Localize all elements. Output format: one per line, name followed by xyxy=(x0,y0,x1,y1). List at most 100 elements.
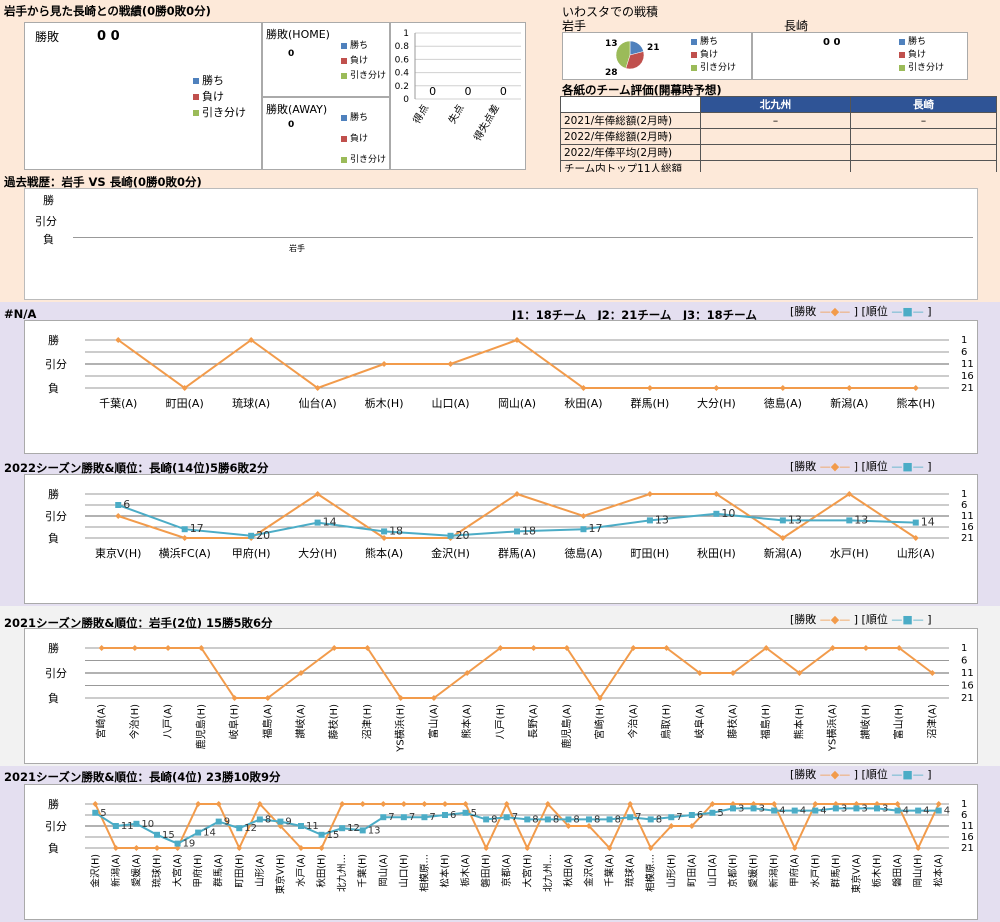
rank-data-label: 14 xyxy=(323,516,337,529)
result-point xyxy=(98,645,105,651)
chart1-legend: [勝敗 —◆— ] [順位 —■— ] xyxy=(790,303,932,319)
result-point xyxy=(514,337,520,343)
result-point xyxy=(779,385,786,391)
rank-point xyxy=(92,809,99,816)
x-category-label: 宮崎(H) xyxy=(593,704,606,739)
rank-point xyxy=(894,807,901,814)
rank-data-label: 4 xyxy=(820,806,826,817)
result-point xyxy=(483,845,490,851)
result-point xyxy=(912,385,919,391)
x-category-label: 山形(A) xyxy=(254,854,266,887)
rank-data-label: 4 xyxy=(903,806,909,817)
rank-tick-label: 1 xyxy=(961,335,967,346)
evaluation-title: 各紙のチーム評価(開幕時予想) xyxy=(562,83,722,97)
result-point xyxy=(563,645,570,651)
result-point xyxy=(779,535,786,541)
chart1-title: #N/A xyxy=(4,307,37,321)
rank-data-label: 9 xyxy=(224,817,230,828)
rank-point xyxy=(779,517,786,524)
x-category-label: 徳島(A) xyxy=(764,396,802,410)
rank-tick-label: 21 xyxy=(961,533,974,544)
x-category-label: 町田(H) xyxy=(630,547,669,560)
record-value: 0 0 xyxy=(97,29,120,44)
rank-data-label: 18 xyxy=(389,524,403,537)
result-point xyxy=(181,535,188,541)
y-label-win: 勝 xyxy=(48,641,59,655)
away-legend: 勝ち 負け 引き分け xyxy=(341,108,386,171)
x-category-label: 群馬(H) xyxy=(630,396,669,410)
rank-point xyxy=(115,502,122,508)
rank-data-label: 6 xyxy=(123,498,130,511)
result-point xyxy=(935,801,942,807)
legend-win: 勝ち xyxy=(202,74,224,87)
chart2-legend: [勝敗 —◆— ] [順位 —■— ] xyxy=(790,458,932,474)
rank-data-label: 13 xyxy=(788,513,802,526)
x-category-label: 京都(H) xyxy=(727,854,739,888)
rank-point xyxy=(832,805,839,812)
rank-tick-label: 16 xyxy=(961,371,974,382)
pie-label: 28 xyxy=(605,68,618,78)
result-point xyxy=(215,801,222,807)
x-category-label: 水戸(A) xyxy=(295,854,307,887)
rank-tick-label: 1 xyxy=(961,489,967,500)
rank-point xyxy=(483,816,490,823)
cell-b xyxy=(850,128,997,145)
result-point xyxy=(198,645,205,651)
x-category-label: YS横浜(A) xyxy=(826,704,839,752)
result-point xyxy=(442,801,448,807)
result-point xyxy=(181,385,188,391)
x-category-label: 讃岐(H) xyxy=(859,704,872,739)
x-category-label: 山形(A) xyxy=(897,547,935,560)
result-point xyxy=(580,385,587,391)
legend-win: 勝ち xyxy=(700,37,719,47)
iwasta-team-b: 長崎 xyxy=(784,19,809,33)
x-category-label: 徳島(A) xyxy=(564,546,602,560)
result-point xyxy=(236,845,243,851)
rank-data-label: 20 xyxy=(256,529,270,542)
x-category-label: 新潟(A) xyxy=(110,854,122,887)
cell-a: – xyxy=(700,112,851,129)
x-category-label: 栃木(A) xyxy=(460,854,472,887)
rank-legend-label: ] [順位 xyxy=(853,613,888,626)
history-y-draw: 引分 xyxy=(35,215,57,228)
evaluation-corner xyxy=(560,96,701,113)
y-label-lose: 負 xyxy=(48,382,59,395)
draw-swatch xyxy=(341,72,347,79)
score-y-tick: 0 xyxy=(403,95,409,105)
rank-point xyxy=(627,814,634,821)
x-category-label: 東京V(A) xyxy=(850,854,862,893)
iwasta-b-panel: 0 0 勝ち 負け 引き分け xyxy=(752,32,968,80)
x-category-label: 福島(A) xyxy=(261,704,274,739)
result-point xyxy=(318,845,325,851)
rank-point xyxy=(580,526,587,533)
rank-tick-label: 21 xyxy=(961,693,974,704)
rank-line xyxy=(94,807,939,845)
history-y-lose: 負 xyxy=(43,233,54,246)
result-point xyxy=(115,513,122,519)
result-point xyxy=(314,491,321,497)
result-point xyxy=(647,845,654,851)
rank-data-label: 13 xyxy=(368,825,381,836)
result-point xyxy=(364,645,371,651)
result-point xyxy=(846,491,853,497)
rank-data-label: 14 xyxy=(203,828,216,839)
rank-data-label: 13 xyxy=(655,513,669,526)
result-point xyxy=(154,845,160,851)
league-info: J1：18チーム J2：21チーム J3：18チーム xyxy=(512,308,757,322)
rank-data-label: 8 xyxy=(491,814,497,825)
rank-data-label: 10 xyxy=(141,819,154,830)
rank-point xyxy=(750,805,757,812)
cell-a xyxy=(700,144,851,161)
x-category-label: 宮崎(A) xyxy=(95,704,108,739)
rank-tick-label: 11 xyxy=(961,511,974,522)
x-category-label: 藤枝(H) xyxy=(327,704,340,739)
rank-data-label: 9 xyxy=(285,817,291,828)
rank-point xyxy=(181,526,188,533)
x-category-label: 富山(A) xyxy=(427,704,440,739)
result-point xyxy=(580,513,587,519)
result-legend-label: [勝敗 xyxy=(790,305,817,318)
x-category-label: 長野(A) xyxy=(528,704,540,739)
evaluation-col-a: 北九州 xyxy=(700,96,851,113)
